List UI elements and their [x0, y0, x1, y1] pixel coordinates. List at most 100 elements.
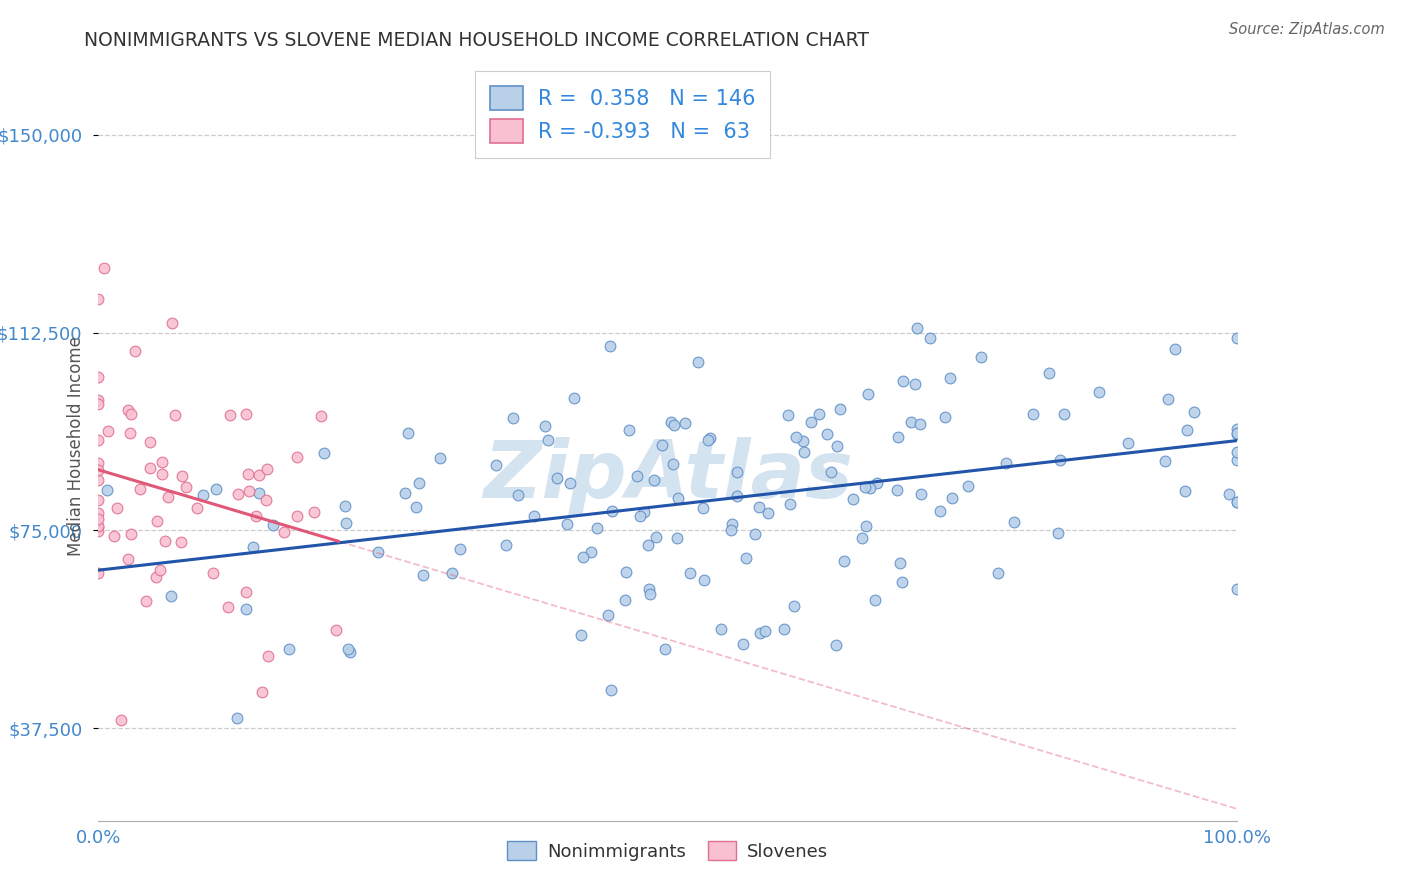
Point: [325, 623, 347, 637]
Point: [163, 409, 186, 423]
Point: [938, 371, 960, 385]
Point: [217, 600, 239, 615]
Point: [1226, 582, 1249, 596]
Point: [783, 599, 806, 614]
Point: [1175, 423, 1198, 437]
Point: [285, 509, 308, 524]
Point: [626, 469, 648, 483]
Point: [335, 516, 357, 531]
Point: [485, 458, 508, 472]
Point: [1154, 454, 1177, 468]
Point: [637, 582, 659, 596]
Point: [662, 457, 685, 471]
Point: [87, 397, 110, 411]
Point: [995, 456, 1018, 470]
Point: [87, 519, 110, 533]
Point: [643, 473, 665, 487]
Point: [146, 514, 169, 528]
Point: [1226, 495, 1249, 509]
Point: [218, 409, 240, 423]
Point: [887, 430, 910, 444]
Point: [773, 622, 796, 636]
Point: [1226, 422, 1249, 436]
Point: [396, 426, 419, 441]
Point: [367, 545, 389, 559]
Point: [120, 527, 142, 541]
Point: [891, 374, 914, 388]
Point: [87, 566, 110, 581]
Point: [120, 425, 142, 440]
Point: [245, 509, 267, 524]
Point: [637, 538, 659, 552]
Point: [779, 497, 801, 511]
Point: [905, 320, 928, 334]
Point: [693, 573, 716, 587]
Point: [120, 408, 142, 422]
Point: [644, 530, 666, 544]
Point: [226, 487, 249, 501]
Point: [1046, 525, 1069, 540]
Point: [679, 566, 702, 580]
Point: [1218, 487, 1240, 501]
Point: [731, 637, 754, 651]
Point: [174, 480, 197, 494]
Point: [155, 533, 177, 548]
Point: [904, 377, 927, 392]
Point: [725, 465, 748, 479]
Point: [256, 649, 278, 664]
Point: [599, 339, 621, 353]
Text: Source: ZipAtlas.com: Source: ZipAtlas.com: [1229, 22, 1385, 37]
Point: [934, 410, 956, 425]
Point: [748, 500, 770, 515]
Point: [1226, 453, 1249, 467]
Point: [495, 539, 517, 553]
Point: [1022, 407, 1045, 421]
Point: [394, 486, 416, 500]
Point: [412, 568, 434, 582]
Point: [449, 542, 471, 557]
Point: [555, 517, 578, 532]
Point: [824, 638, 846, 652]
Point: [665, 531, 688, 545]
Point: [633, 505, 655, 519]
Point: [662, 417, 685, 432]
Point: [628, 508, 651, 523]
Point: [785, 430, 807, 444]
Point: [335, 499, 357, 513]
Point: [87, 524, 110, 538]
Point: [235, 601, 257, 615]
Point: [1087, 384, 1109, 399]
Point: [853, 480, 876, 494]
Point: [103, 529, 125, 543]
Point: [408, 476, 430, 491]
Point: [135, 593, 157, 607]
Point: [855, 519, 877, 533]
Point: [613, 592, 636, 607]
Point: [1226, 495, 1249, 509]
Point: [169, 535, 191, 549]
Point: [720, 523, 742, 537]
Point: [889, 556, 911, 570]
Point: [405, 500, 427, 514]
Point: [807, 407, 830, 421]
Point: [87, 492, 110, 507]
Point: [87, 370, 110, 384]
Point: [579, 545, 602, 559]
Point: [834, 554, 856, 568]
Point: [523, 509, 546, 524]
Point: [572, 549, 595, 564]
Point: [238, 483, 260, 498]
Point: [546, 470, 568, 484]
Text: ZipAtlas: ZipAtlas: [482, 437, 853, 515]
Point: [87, 512, 110, 526]
Point: [87, 433, 110, 447]
Point: [238, 467, 260, 481]
Point: [856, 387, 879, 401]
Point: [87, 392, 110, 407]
Point: [792, 434, 814, 449]
Point: [970, 350, 993, 364]
Point: [793, 445, 815, 459]
Point: [651, 438, 673, 452]
Point: [710, 622, 733, 636]
Point: [339, 644, 361, 658]
